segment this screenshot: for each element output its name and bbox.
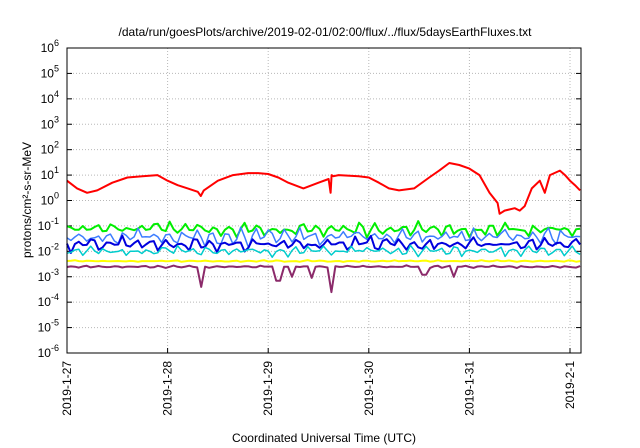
y-tick-label: 10-4 (38, 292, 59, 309)
x-tick-label: 2019-1-31 (462, 361, 476, 416)
series-line (66, 259, 581, 263)
series-line (66, 264, 581, 294)
x-tick-label: 2019-1-29 (261, 361, 275, 416)
x-tick-labels: 2019-1-27 2019-1-28 2019-1-29 2019-1-30 2019… (60, 361, 577, 416)
y-tick-label: 10-1 (38, 216, 59, 233)
y-tick-label: 10-2 (38, 241, 59, 258)
series-line (66, 220, 581, 239)
series-group (66, 162, 581, 294)
y-tick-label: 10-3 (38, 267, 59, 284)
x-tick-label: 2019-1-30 (362, 361, 376, 416)
x-axis-label: Coordinated Universal Time (UTC) (232, 431, 416, 445)
series-line (66, 162, 581, 215)
y-tick-label: 10-6 (38, 343, 59, 360)
y-tick-labels: 10-6 10-5 10-4 10-3 10-2 10-1 100 101 102 103 104 1… (38, 38, 59, 360)
y-tick-label: 106 (41, 38, 59, 55)
y-tick-label: 101 (41, 165, 59, 182)
y-axis-label: protons/cm²-s-sr-MeV (20, 142, 34, 258)
series-line (66, 234, 581, 254)
x-tick-label: 2019-1-28 (161, 361, 175, 416)
x-tick-label: 2019-2-1 (563, 361, 577, 409)
y-tick-label: 103 (41, 114, 59, 131)
y-tick-label: 104 (41, 89, 59, 106)
y-tick-label: 10-5 (38, 318, 59, 335)
grid (66, 47, 581, 354)
y-tick-label: 105 (41, 63, 59, 80)
chart-title: /data/run/goesPlots/archive/2019-02-01/0… (119, 25, 533, 39)
y-tick-label: 100 (41, 191, 59, 208)
plot-frame (66, 47, 582, 354)
y-tick-label: 102 (41, 140, 59, 157)
series-line (66, 244, 581, 258)
x-tick-label: 2019-1-27 (60, 361, 74, 416)
series-line (66, 226, 581, 249)
